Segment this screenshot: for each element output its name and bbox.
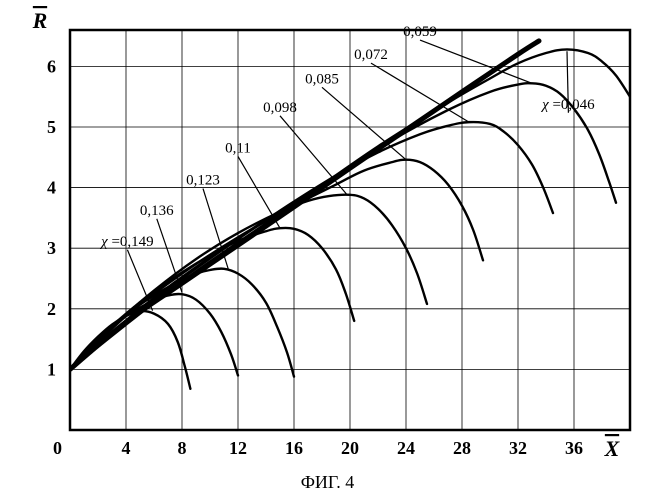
leader-line bbox=[280, 116, 347, 195]
y-tick-label: 4 bbox=[47, 178, 56, 198]
x-tick-label: 24 bbox=[397, 438, 415, 458]
figure-caption: ФИГ. 4 bbox=[301, 472, 355, 492]
y-tick-label: 5 bbox=[47, 117, 56, 137]
chi-curve bbox=[70, 83, 616, 369]
leader-label: 0,123 bbox=[186, 173, 220, 189]
leader-label: 0,098 bbox=[263, 100, 297, 116]
leader-label: 0,072 bbox=[354, 47, 388, 63]
leader-line bbox=[371, 63, 469, 122]
leader-line bbox=[420, 40, 532, 83]
leader-label: χ =0,046 bbox=[540, 97, 595, 113]
y-tick-label: 2 bbox=[47, 299, 56, 319]
x-tick-label: 20 bbox=[341, 438, 359, 458]
leader-label: 0,085 bbox=[305, 71, 339, 87]
y-tick-label: 3 bbox=[47, 238, 56, 258]
leader-label: 0,11 bbox=[225, 140, 251, 156]
leader-label: χ =0,149 bbox=[99, 234, 154, 250]
x-tick-label: 8 bbox=[178, 438, 187, 458]
svg-text:R: R bbox=[32, 8, 48, 33]
leader-line bbox=[322, 87, 406, 159]
x-tick-label: 28 bbox=[453, 438, 471, 458]
y-tick-label: 6 bbox=[47, 56, 56, 76]
leader-label: 0,136 bbox=[140, 203, 174, 219]
y-axis-label: R bbox=[32, 7, 48, 33]
x-tick-label: 4 bbox=[122, 438, 131, 458]
chi-curve bbox=[70, 294, 238, 375]
x-axis-label: X bbox=[604, 435, 621, 461]
svg-text:X: X bbox=[604, 436, 621, 461]
x-tick-label: 0 bbox=[53, 438, 62, 458]
grid bbox=[70, 30, 630, 430]
y-tick-label: 1 bbox=[47, 359, 56, 379]
leader-line bbox=[238, 156, 280, 228]
x-tick-label: 12 bbox=[229, 438, 247, 458]
x-tick-label: 16 bbox=[285, 438, 303, 458]
x-tick-label: 36 bbox=[565, 438, 583, 458]
chi-curve bbox=[70, 160, 483, 370]
x-tick-label: 32 bbox=[509, 438, 527, 458]
leader-label: 0,059 bbox=[403, 24, 437, 40]
